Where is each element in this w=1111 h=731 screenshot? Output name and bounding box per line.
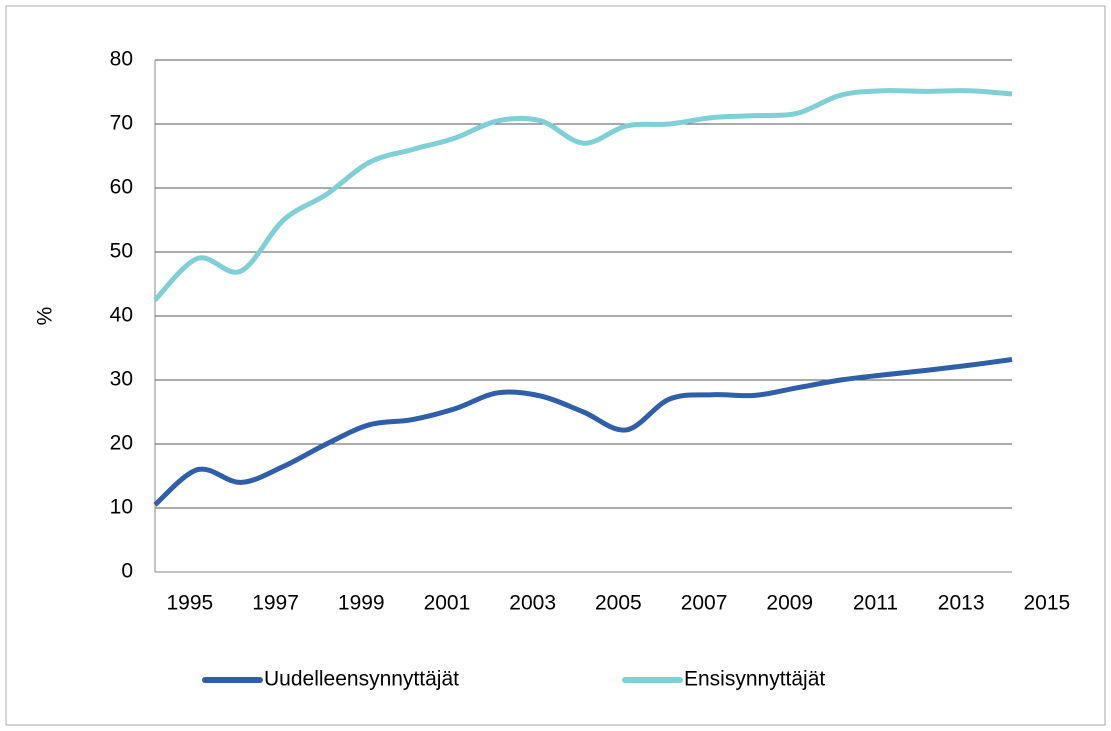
x-tick-label: 2005 [595,592,642,615]
y-tick-label: 10 [110,496,133,519]
y-tick-label: 80 [110,48,133,71]
legend-label: Ensisynnyttäjät [684,668,825,691]
x-tick-label: 2015 [1023,592,1070,615]
x-tick-label: 1995 [166,592,213,615]
y-tick-label: 60 [110,176,133,199]
y-tick-label: 40 [110,304,133,327]
x-tick-label: 1999 [338,592,385,615]
x-tick-label: 2009 [766,592,813,615]
y-axis-label: % [34,307,57,326]
frame [5,5,1106,726]
x-tick-label: 2011 [853,592,898,615]
y-tick-label: 30 [110,368,133,391]
series-line [153,357,1013,507]
legend-label: Uudelleensynnyttäjät [264,668,459,691]
x-tick-label: 2003 [509,592,556,615]
y-tick-label: 70 [110,112,133,135]
y-tick-label: 0 [121,560,133,583]
x-tick-label: 2013 [938,592,985,615]
x-tick-label: 2001 [424,592,471,615]
x-tick-label: 2007 [681,592,728,615]
series-line [153,88,1013,302]
x-tick-label: 1997 [252,592,299,615]
y-tick-label: 20 [110,432,133,455]
y-tick-label: 50 [110,240,133,263]
